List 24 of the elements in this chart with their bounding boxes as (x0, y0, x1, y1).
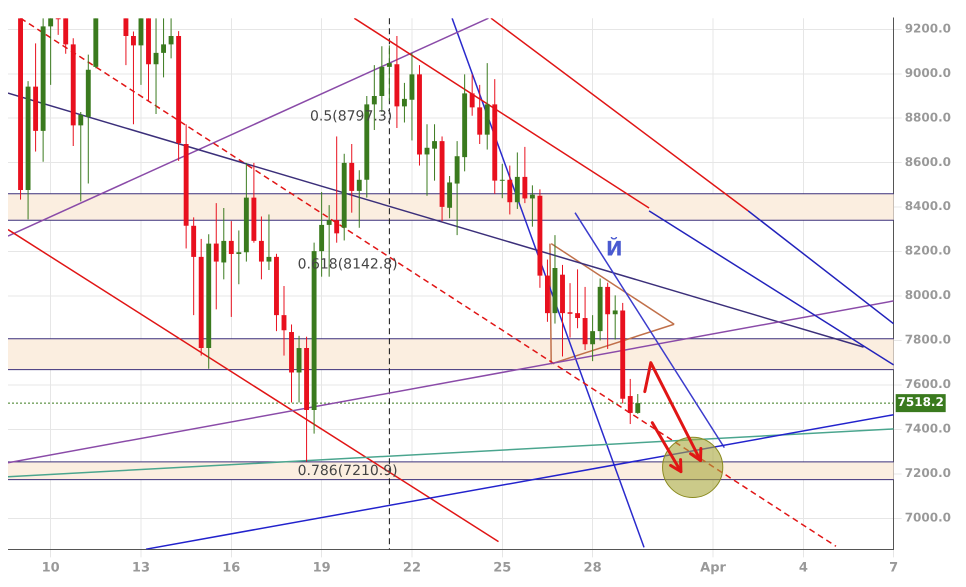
x-tick-label: 4 (798, 560, 808, 576)
x-tick-label: 22 (402, 560, 422, 576)
y-tick-label: 8600.0 (904, 154, 952, 169)
y-tick-label: 7600.0 (904, 377, 952, 392)
x-tick-label: 7 (889, 560, 898, 576)
x-tick-label: 28 (584, 560, 602, 576)
x-tick-label: 10 (42, 560, 60, 576)
y-tick-label: 8400.0 (904, 199, 952, 214)
y-tick-label: 8800.0 (904, 110, 952, 124)
x-tick-label: 19 (312, 560, 331, 576)
y-tick-label: 7400.0 (904, 422, 952, 436)
x-tick-label: 13 (132, 560, 150, 576)
x-tick-label: 25 (493, 560, 512, 576)
y-tick-label: 8000.0 (904, 288, 952, 302)
y-tick-label: 7800.0 (904, 332, 952, 347)
ref-line-label: 7518.2 (898, 395, 944, 410)
x-tick-label: Apr (700, 560, 727, 576)
x-tick-label: 16 (222, 560, 240, 576)
y-tick-label: 9000.0 (904, 66, 952, 80)
y-tick-label: 9200.0 (904, 21, 952, 36)
y-tick-label: 8200.0 (904, 244, 952, 258)
y-tick-label: 7000.0 (904, 510, 952, 524)
annotation: Й (606, 236, 623, 261)
y-tick-label: 7200.0 (904, 466, 952, 480)
